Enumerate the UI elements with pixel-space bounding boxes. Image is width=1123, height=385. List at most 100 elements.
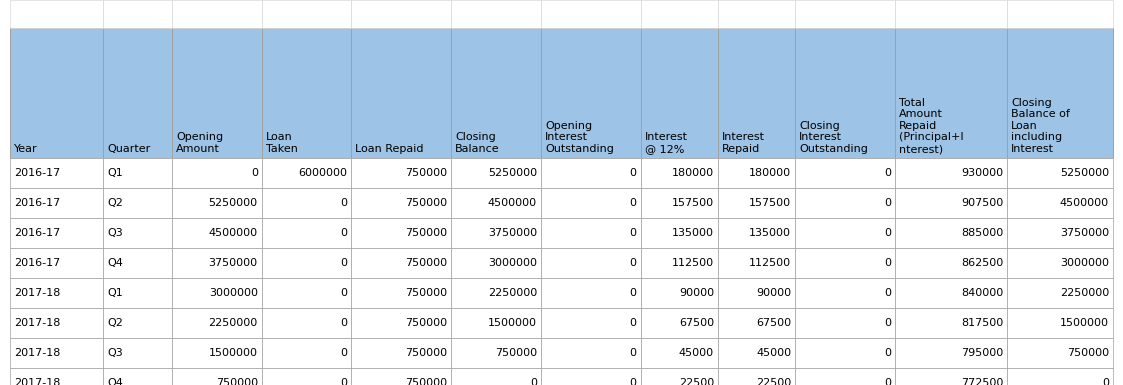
Text: 67500: 67500 [678,318,714,328]
Text: 3750000: 3750000 [1060,228,1110,238]
Bar [262,28,351,158]
Bar [640,308,718,338]
Text: 0: 0 [884,288,891,298]
Bar [795,0,895,28]
Bar [895,278,1007,308]
Bar [451,338,541,368]
Bar [541,308,640,338]
Text: Q2: Q2 [108,318,124,328]
Bar [172,218,262,248]
Bar [541,0,640,28]
Bar [103,278,172,308]
Text: Q4: Q4 [108,258,124,268]
Bar [541,158,640,188]
Text: 0: 0 [530,378,537,385]
Bar [10,28,103,158]
Bar [10,248,103,278]
Bar [262,188,351,218]
Bar [351,248,451,278]
Text: 5250000: 5250000 [1060,168,1110,178]
Bar [1007,308,1113,338]
Text: 45000: 45000 [678,348,714,358]
Bar [103,218,172,248]
Text: 750000: 750000 [495,348,537,358]
Text: 0: 0 [340,348,347,358]
Bar [541,28,640,158]
Bar [10,158,103,188]
Text: 750000: 750000 [216,378,258,385]
Text: 840000: 840000 [961,288,1003,298]
Text: 90000: 90000 [756,288,792,298]
Bar [895,338,1007,368]
Text: 0: 0 [340,288,347,298]
Bar [718,278,795,308]
Bar [351,338,451,368]
Bar [795,158,895,188]
Bar [351,188,451,218]
Text: 0: 0 [630,258,637,268]
Bar [541,338,640,368]
Bar [172,188,262,218]
Text: 750000: 750000 [405,348,447,358]
Text: Year: Year [13,144,38,154]
Text: 772500: 772500 [960,378,1003,385]
Text: 157500: 157500 [672,198,714,208]
Bar [351,218,451,248]
Bar [451,158,541,188]
Text: 750000: 750000 [405,258,447,268]
Bar [718,218,795,248]
Bar [1007,338,1113,368]
Text: 0: 0 [884,228,891,238]
Bar [451,248,541,278]
Text: 0: 0 [630,288,637,298]
Bar [351,368,451,385]
Bar [640,278,718,308]
Text: 22500: 22500 [678,378,714,385]
Bar [262,308,351,338]
Bar [795,368,895,385]
Bar [351,28,451,158]
Bar [1007,218,1113,248]
Bar [718,28,795,158]
Bar [10,368,103,385]
Text: 750000: 750000 [405,378,447,385]
Text: 3000000: 3000000 [487,258,537,268]
Text: 180000: 180000 [672,168,714,178]
Bar [541,368,640,385]
Text: Opening
Interest
Outstanding: Opening Interest Outstanding [545,121,614,154]
Bar [640,28,718,158]
Bar [541,278,640,308]
Bar [351,158,451,188]
Text: 4500000: 4500000 [487,198,537,208]
Bar [1007,28,1113,158]
Bar [895,0,1007,28]
Bar [351,0,451,28]
Bar [10,308,103,338]
Text: 750000: 750000 [1067,348,1110,358]
Bar [718,158,795,188]
Text: Opening
Amount: Opening Amount [176,132,223,154]
Text: 2016-17: 2016-17 [13,168,61,178]
Bar [172,368,262,385]
Bar [103,308,172,338]
Text: 0: 0 [884,198,891,208]
Bar [1007,158,1113,188]
Text: Closing
Balance of
Loan
including
Interest: Closing Balance of Loan including Intere… [1011,98,1070,154]
Text: 3000000: 3000000 [1060,258,1110,268]
Bar [895,28,1007,158]
Bar [172,0,262,28]
Text: 0: 0 [340,258,347,268]
Bar [451,188,541,218]
Text: Total
Amount
Repaid
(Principal+I
nterest): Total Amount Repaid (Principal+I nterest… [898,98,964,154]
Text: 0: 0 [630,378,637,385]
Text: 0: 0 [884,258,891,268]
Text: Q4: Q4 [108,378,124,385]
Bar [103,248,172,278]
Bar [640,368,718,385]
Bar [172,28,262,158]
Text: Loan Repaid: Loan Repaid [356,144,424,154]
Text: 2016-17: 2016-17 [13,198,61,208]
Text: 135000: 135000 [672,228,714,238]
Text: 750000: 750000 [405,288,447,298]
Bar [1007,188,1113,218]
